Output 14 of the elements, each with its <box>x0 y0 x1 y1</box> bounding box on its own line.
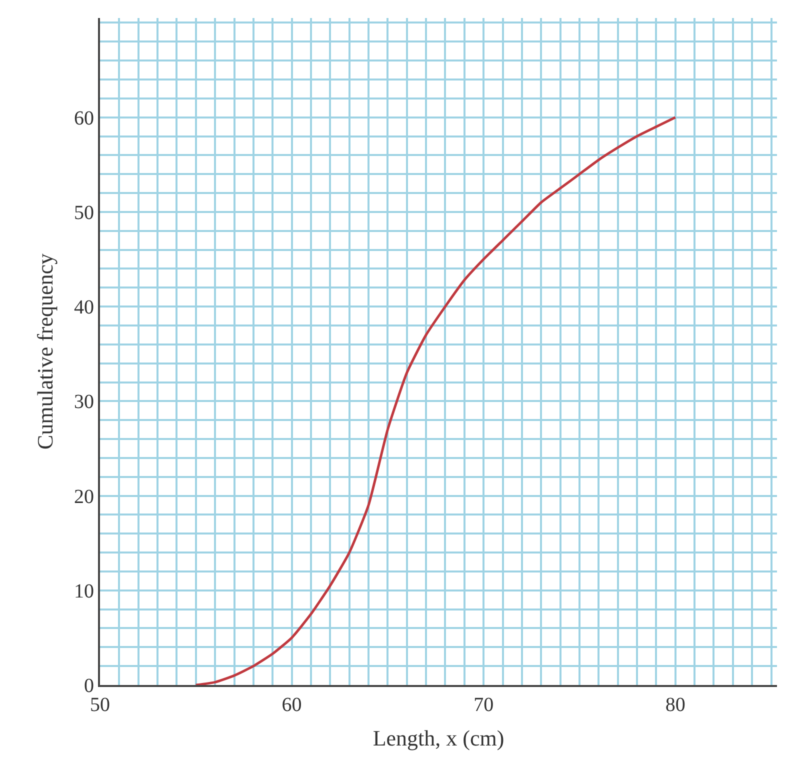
y-tick-label: 40 <box>74 296 94 319</box>
y-tick-label: 0 <box>84 675 94 697</box>
x-tick-label: 60 <box>282 694 302 716</box>
y-tick-label: 10 <box>74 580 94 602</box>
x-tick-label: 70 <box>474 694 494 716</box>
y-tick-label: 30 <box>74 391 94 414</box>
y-tick-label: 50 <box>74 202 94 224</box>
x-tick-label: 80 <box>665 694 686 716</box>
y-tick-label: 20 <box>74 486 94 508</box>
y-axis-title: Cumulative frequency <box>32 253 58 450</box>
x-axis-title: Length, x (cm) <box>372 725 504 750</box>
line-series <box>194 116 677 685</box>
x-tick-label: 50 <box>90 694 110 716</box>
y-tick-label: 60 <box>74 107 94 130</box>
